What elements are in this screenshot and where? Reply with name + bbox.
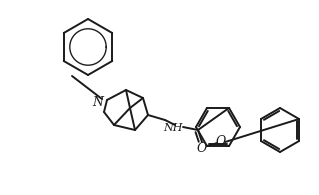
Text: N: N	[93, 96, 103, 108]
Text: O: O	[216, 135, 226, 148]
Text: O: O	[197, 142, 207, 154]
Text: NH: NH	[163, 123, 183, 133]
